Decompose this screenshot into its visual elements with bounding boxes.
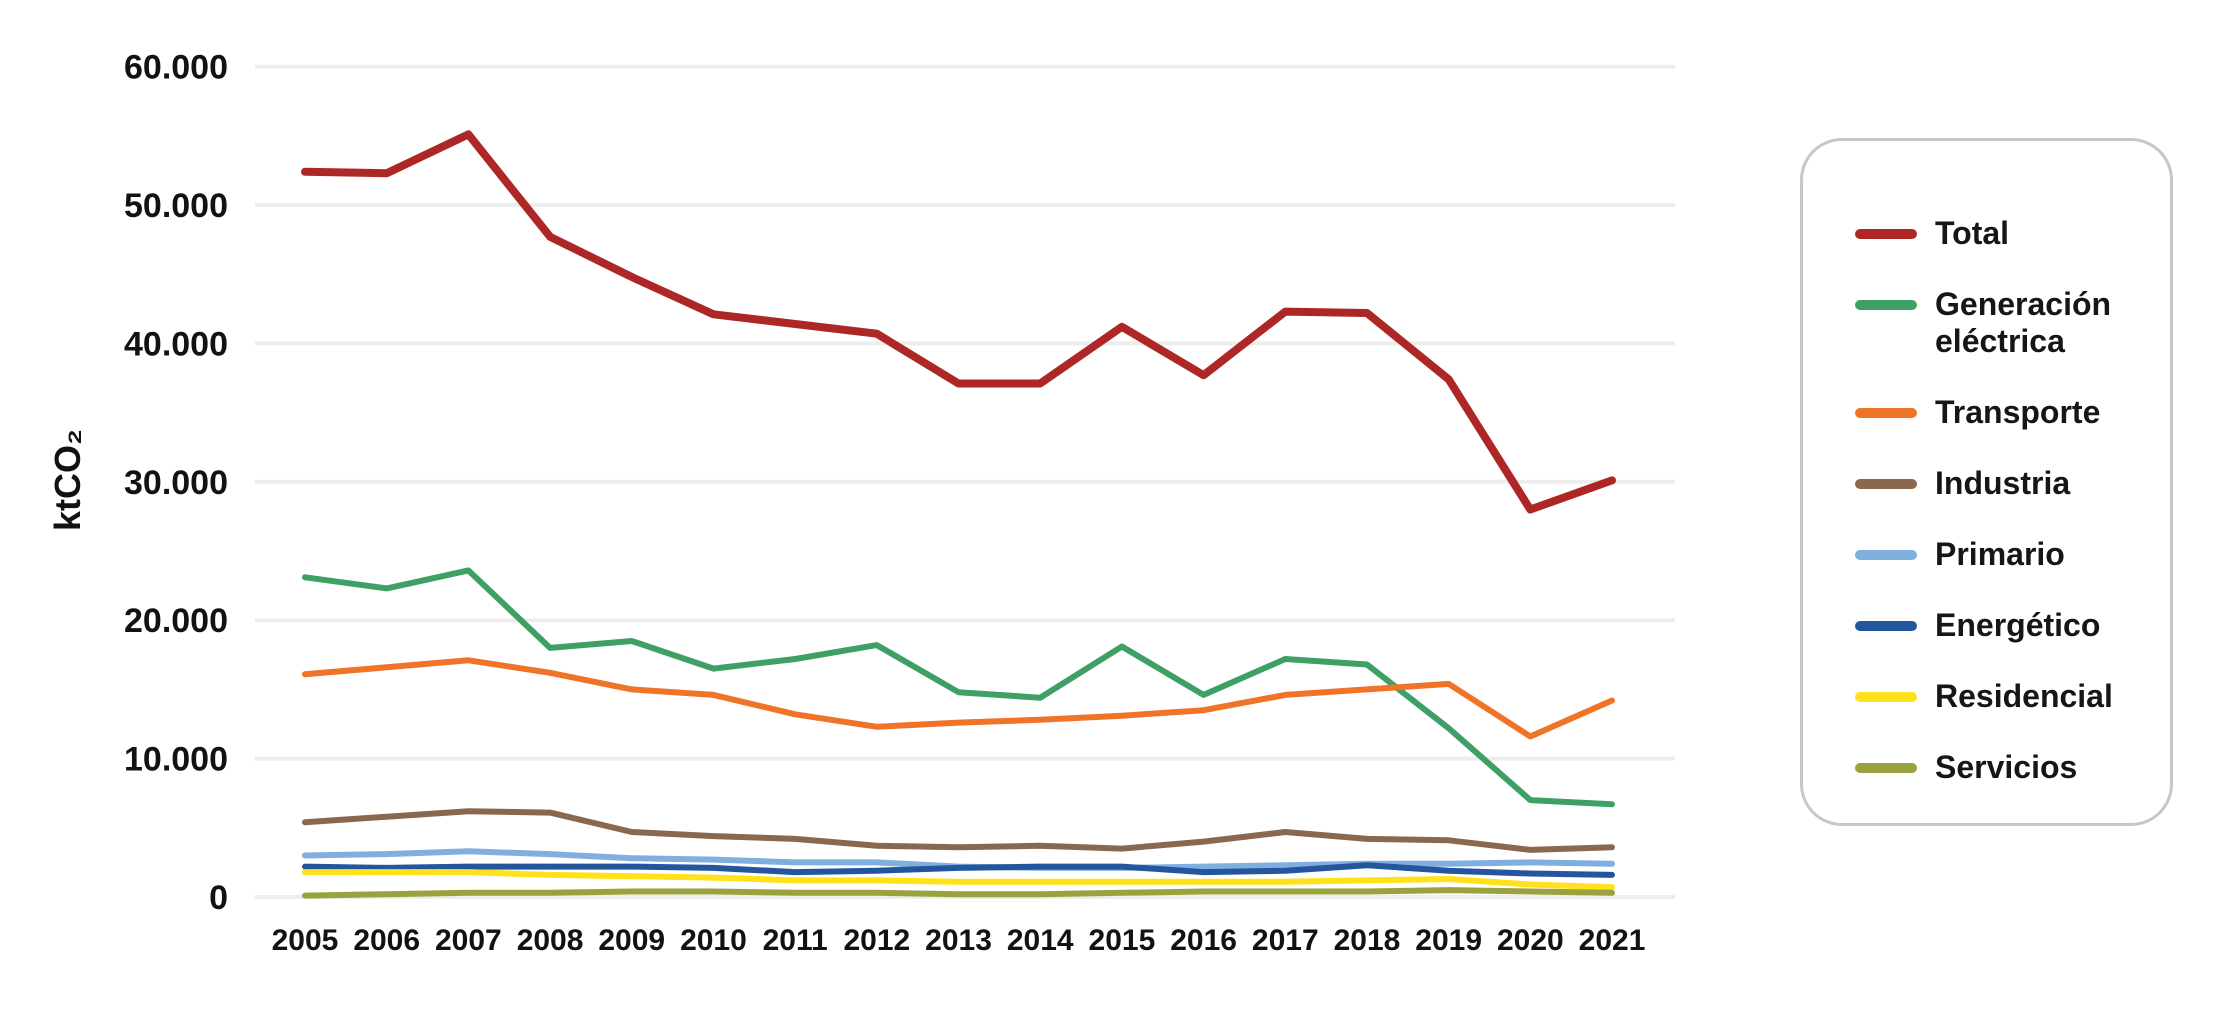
y-axis-tick-label: 0 [209,879,228,917]
legend-swatch [1855,479,1917,489]
legend-swatch [1855,692,1917,702]
y-axis-tick-label: 40.000 [124,325,228,363]
y-axis-tick-label: 50.000 [124,187,228,225]
legend-item: Servicios [1855,749,2142,786]
x-axis-tick-label: 2017 [1252,924,1319,957]
legend-item: Transporte [1855,394,2142,431]
y-axis-title: ktCO₂ [47,429,88,531]
x-axis-tick-label: 2018 [1334,924,1401,957]
legend-swatch [1855,300,1917,310]
chart-legend: Total Generación eléctrica Transporte Indus… [1800,138,2173,826]
y-axis-tick-label: 60.000 [124,49,228,87]
legend-item: Primario [1855,536,2142,573]
x-axis-tick-label: 2009 [598,924,665,957]
legend-item: Generación eléctrica [1855,286,2142,360]
legend-item: Total [1855,215,2142,252]
legend-label: Generación eléctrica [1935,286,2112,359]
legend-label: Transporte [1935,394,2101,430]
legend-swatch [1855,408,1917,418]
legend-item: Residencial [1855,678,2142,715]
legend-label: Primario [1935,536,2065,572]
legend-label: Total [1935,215,2010,251]
series-line-residencial [302,869,1615,891]
series-line-energ-tico [302,862,1615,878]
series-line-transporte [302,657,1615,740]
legend-swatch [1855,763,1917,773]
y-axis-tick-label: 20.000 [124,602,228,640]
x-axis-tick-label: 2006 [353,924,420,957]
series-line-servicios [302,887,1615,899]
x-axis-tick-label: 2005 [272,924,339,957]
y-axis-tick-label: 10.000 [124,741,228,779]
legend-item: Energético [1855,607,2142,644]
x-axis-tick-label: 2019 [1415,924,1482,957]
series-line-industria [302,808,1615,853]
legend-label: Servicios [1935,749,2078,785]
legend-label: Residencial [1935,678,2113,714]
x-axis-tick-label: 2008 [517,924,584,957]
x-axis-tick-label: 2010 [680,924,747,957]
x-axis-tick-label: 2021 [1579,924,1646,957]
series-line-total [301,130,1616,514]
x-axis-tick-label: 2014 [1007,924,1074,957]
legend-swatch [1855,621,1917,631]
legend-item: Industria [1855,465,2142,502]
x-axis-tick-label: 2011 [763,924,828,957]
legend-swatch [1855,550,1917,560]
x-axis-tick-label: 2013 [925,924,992,957]
x-axis-tick-label: 2015 [1089,924,1156,957]
y-axis-tick-label: 30.000 [124,464,228,502]
legend-swatch [1855,229,1917,239]
legend-label: Energético [1935,607,2101,643]
x-axis-tick-label: 2007 [435,924,502,957]
x-axis-tick-label: 2020 [1497,924,1564,957]
x-axis-tick-label: 2012 [843,924,910,957]
legend-label: Industria [1935,465,2071,501]
x-axis-tick-label: 2016 [1170,924,1237,957]
